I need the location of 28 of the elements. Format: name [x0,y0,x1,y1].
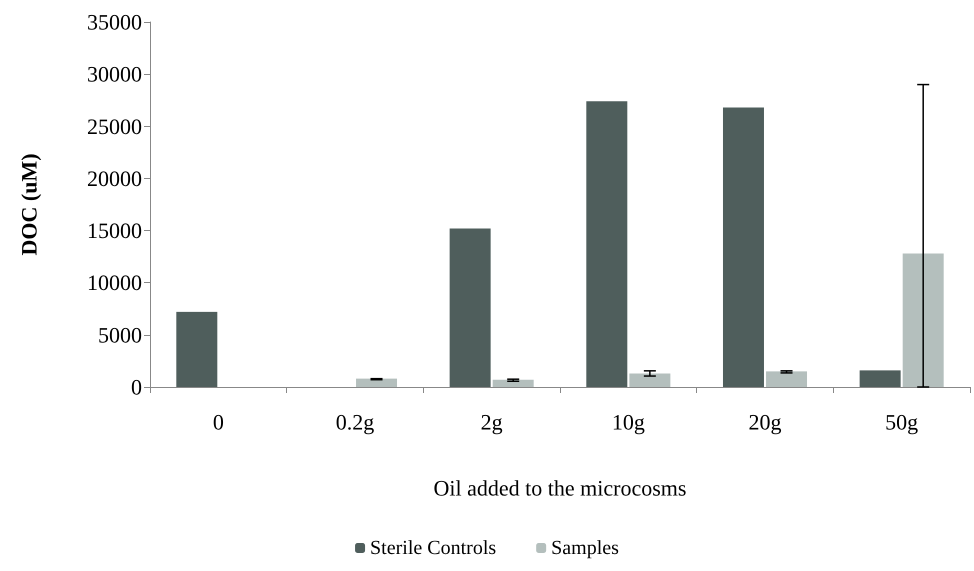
legend-label: Sterile Controls [370,537,496,559]
y-tick-label: 20000 [87,166,142,191]
y-tick-label: 30000 [87,62,142,87]
bar [450,228,491,387]
bar [722,108,764,387]
bar [586,101,628,387]
bar [860,370,901,387]
y-tick-label: 0 [131,374,142,400]
y-tick-label: 25000 [87,114,142,139]
x-tick-label: 2g [480,410,503,434]
x-tick-label: 20g [748,410,782,434]
bar [176,312,218,387]
x-tick-label: 0 [212,410,224,434]
x-tick-label: 50g [885,410,918,434]
y-tick-label: 15000 [87,218,142,244]
x-axis-title: Oil added to the microcosms [434,476,686,500]
bar [492,380,534,387]
y-tick-label: 35000 [87,10,142,34]
x-tick-label: 0.2g [336,410,374,434]
y-tick-label: 10000 [87,270,142,296]
x-tick-label: 10g [612,410,645,434]
legend-label: Samples [551,537,620,559]
y-axis-title: DOC (uM) [16,153,42,256]
bar [629,373,670,387]
bar [356,378,398,387]
y-tick-label: 5000 [98,322,142,348]
bar [902,254,944,387]
bar [766,371,808,387]
